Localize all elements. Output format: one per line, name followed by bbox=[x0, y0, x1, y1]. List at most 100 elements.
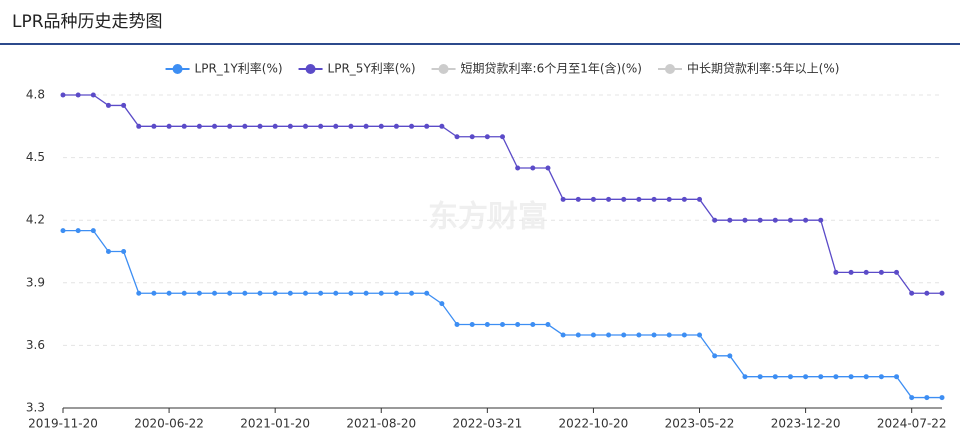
data-point bbox=[196, 123, 202, 129]
data-point bbox=[697, 332, 703, 338]
data-point bbox=[75, 92, 81, 98]
data-point bbox=[833, 269, 839, 275]
data-point bbox=[257, 290, 263, 296]
y-tick-label: 4.2 bbox=[26, 213, 45, 227]
data-point bbox=[803, 374, 809, 380]
series-line bbox=[63, 229, 942, 399]
legend-label[interactable]: 中长期贷款利率:5年以上(%) bbox=[687, 61, 839, 76]
data-point bbox=[363, 290, 369, 296]
data-point bbox=[105, 249, 111, 254]
data-point bbox=[469, 134, 475, 140]
y-tick-label: 3.6 bbox=[26, 338, 45, 352]
data-point bbox=[530, 322, 536, 328]
data-point bbox=[348, 290, 354, 296]
x-tick-label: 2024-07-22 bbox=[877, 417, 947, 431]
x-tick-label: 2023-05-22 bbox=[665, 417, 735, 431]
data-point bbox=[242, 123, 248, 129]
data-point bbox=[409, 290, 415, 296]
data-point bbox=[90, 92, 96, 98]
data-point bbox=[439, 301, 445, 307]
data-point bbox=[515, 165, 521, 171]
data-point bbox=[818, 374, 824, 380]
data-point bbox=[545, 322, 551, 328]
data-point bbox=[257, 123, 263, 129]
data-point bbox=[606, 196, 612, 202]
data-point bbox=[757, 217, 763, 223]
data-point bbox=[727, 353, 733, 359]
data-point bbox=[515, 322, 521, 328]
x-tick-label: 2019-11-20 bbox=[28, 417, 98, 431]
x-tick-label: 2022-03-21 bbox=[452, 417, 522, 431]
data-point bbox=[666, 196, 672, 202]
data-point bbox=[894, 374, 900, 380]
data-point bbox=[590, 196, 596, 202]
data-point bbox=[302, 290, 308, 296]
legend-label[interactable]: 短期贷款利率:6个月至1年(含)(%) bbox=[461, 61, 642, 76]
data-point bbox=[560, 196, 566, 202]
legend-label[interactable]: LPR_1Y利率(%) bbox=[195, 61, 283, 76]
x-tick-label: 2020-06-22 bbox=[134, 417, 204, 431]
data-point bbox=[772, 217, 778, 223]
y-tick-label: 4.8 bbox=[26, 88, 45, 102]
data-point bbox=[363, 123, 369, 129]
data-point bbox=[681, 332, 687, 338]
data-point bbox=[333, 123, 339, 129]
data-point bbox=[181, 290, 187, 296]
y-tick-label: 3.9 bbox=[26, 275, 45, 289]
data-point bbox=[727, 217, 733, 223]
data-point bbox=[651, 332, 657, 338]
data-point bbox=[166, 290, 172, 296]
data-point bbox=[878, 269, 884, 275]
data-point bbox=[272, 123, 278, 129]
data-point bbox=[651, 196, 657, 202]
data-point bbox=[939, 395, 945, 401]
data-point bbox=[621, 196, 627, 202]
data-point bbox=[393, 290, 399, 296]
data-point bbox=[302, 123, 308, 129]
data-point bbox=[530, 165, 536, 171]
data-point bbox=[712, 217, 718, 223]
data-point bbox=[939, 290, 945, 296]
legend-label[interactable]: LPR_5Y利率(%) bbox=[328, 61, 416, 76]
data-point bbox=[409, 123, 415, 129]
data-point bbox=[924, 395, 930, 401]
data-point bbox=[60, 228, 66, 234]
data-point bbox=[287, 123, 293, 129]
data-point bbox=[697, 196, 703, 202]
data-point bbox=[636, 196, 642, 202]
x-tick-label: 2021-01-20 bbox=[240, 417, 310, 431]
data-point bbox=[621, 332, 627, 338]
data-point bbox=[242, 290, 248, 296]
y-tick-label: 4.5 bbox=[26, 150, 45, 164]
data-point bbox=[863, 269, 869, 275]
data-point bbox=[545, 165, 551, 171]
data-point bbox=[894, 269, 900, 275]
data-point bbox=[181, 123, 187, 129]
data-point bbox=[757, 374, 763, 380]
data-point bbox=[878, 374, 884, 380]
data-point bbox=[90, 228, 96, 234]
data-point bbox=[196, 290, 202, 296]
legend-marker[interactable] bbox=[172, 64, 183, 74]
data-point bbox=[136, 123, 142, 129]
data-point bbox=[166, 123, 172, 129]
data-point bbox=[500, 322, 505, 328]
data-point bbox=[560, 332, 566, 338]
data-point bbox=[333, 290, 339, 296]
x-tick-label: 2023-12-20 bbox=[771, 417, 841, 431]
data-point bbox=[136, 290, 142, 296]
data-point bbox=[500, 134, 505, 140]
data-point bbox=[909, 395, 915, 401]
legend-marker[interactable] bbox=[438, 64, 449, 74]
data-point bbox=[272, 290, 278, 296]
legend-marker[interactable] bbox=[305, 64, 316, 74]
data-point bbox=[151, 290, 157, 296]
data-point bbox=[484, 322, 490, 328]
legend-marker[interactable] bbox=[665, 64, 675, 74]
y-tick-label: 3.3 bbox=[26, 401, 45, 415]
data-point bbox=[151, 123, 157, 129]
data-point bbox=[424, 123, 430, 129]
data-point bbox=[848, 374, 854, 380]
